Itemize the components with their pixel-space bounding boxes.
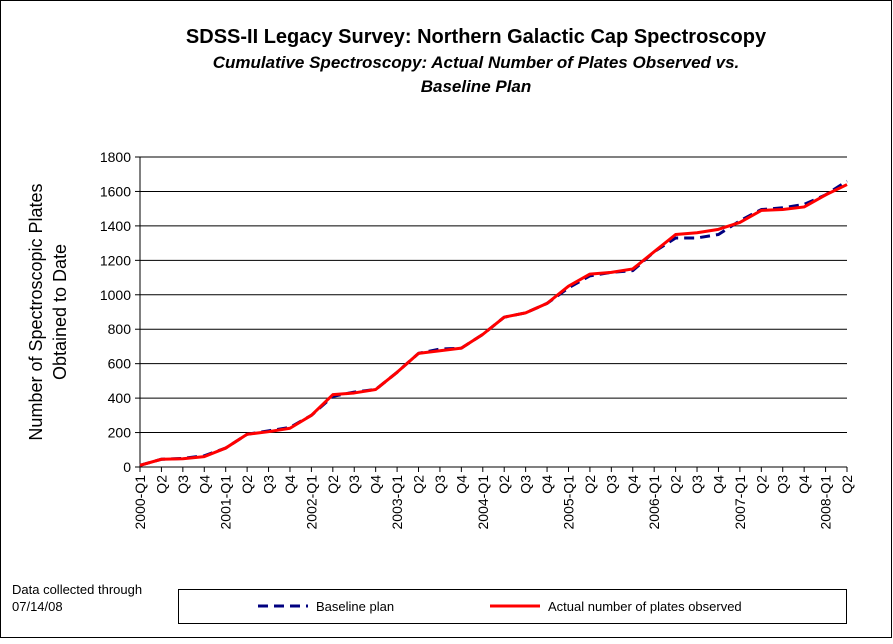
x-tick-label: 2003-Q1 <box>389 475 405 530</box>
x-tick-label: Q4 <box>196 475 212 494</box>
x-tick-label: Q4 <box>282 475 298 494</box>
x-tick-label: Q3 <box>261 475 277 494</box>
x-tick-label: Q2 <box>668 475 684 494</box>
x-tick-label: Q4 <box>625 475 641 494</box>
x-tick-label: Q4 <box>796 475 812 494</box>
x-tick-label: 2006-Q1 <box>646 475 662 530</box>
y-tick-label: 1400 <box>100 218 131 234</box>
y-axis-title: Number of Spectroscopic Plates <box>26 183 46 440</box>
x-tick-label: 2000-Q1 <box>132 475 148 530</box>
y-tick-label: 1000 <box>100 287 131 303</box>
y-tick-label: 400 <box>108 390 132 406</box>
x-tick-label: Q3 <box>432 475 448 494</box>
y-tick-label: 1800 <box>100 149 131 165</box>
x-tick-label: 2007-Q1 <box>732 475 748 530</box>
x-tick-label: 2005-Q1 <box>560 475 576 530</box>
y-tick-label: 200 <box>108 425 132 441</box>
chart-subtitle: Cumulative Spectroscopy: Actual Number o… <box>213 53 740 72</box>
x-tick-label: Q2 <box>582 475 598 494</box>
legend-label: Baseline plan <box>316 599 394 614</box>
x-tick-label: Q4 <box>368 475 384 494</box>
chart-subtitle: Baseline Plan <box>421 77 532 96</box>
x-tick-label: Q2 <box>839 475 855 494</box>
x-tick-label: Q2 <box>753 475 769 494</box>
x-tick-label: Q3 <box>775 475 791 494</box>
y-tick-label: 800 <box>108 321 132 337</box>
data-line <box>139 183 848 467</box>
x-tick-label: Q2 <box>496 475 512 494</box>
y-axis-title: Obtained to Date <box>50 244 70 380</box>
x-tick-label: 2008-Q1 <box>818 475 834 530</box>
x-tick-label: Q4 <box>539 475 555 494</box>
x-tick-label: Q2 <box>325 475 341 494</box>
y-tick-label: 600 <box>108 356 132 372</box>
x-tick-label: Q3 <box>689 475 705 494</box>
annotation: Data collected through <box>12 582 142 597</box>
x-tick-label: Q3 <box>346 475 362 494</box>
x-tick-label: Q4 <box>453 475 469 494</box>
legend-label: Actual number of plates observed <box>548 599 742 614</box>
x-tick-label: 2001-Q1 <box>218 475 234 530</box>
y-tick-label: 0 <box>123 459 131 475</box>
chart-title: SDSS-II Legacy Survey: Northern Galactic… <box>186 26 767 48</box>
x-tick-label: Q2 <box>239 475 255 494</box>
x-tick-label: Q3 <box>603 475 619 494</box>
annotation: 07/14/08 <box>12 599 63 614</box>
x-tick-label: Q4 <box>710 475 726 494</box>
x-tick-label: 2002-Q1 <box>303 475 319 530</box>
y-tick-label: 1600 <box>100 183 131 199</box>
x-tick-label: Q2 <box>411 475 427 494</box>
x-tick-label: Q2 <box>153 475 169 494</box>
x-tick-label: Q3 <box>518 475 534 494</box>
y-tick-label: 1200 <box>100 252 131 268</box>
x-tick-label: 2004-Q1 <box>475 475 491 530</box>
x-tick-label: Q3 <box>175 475 191 494</box>
